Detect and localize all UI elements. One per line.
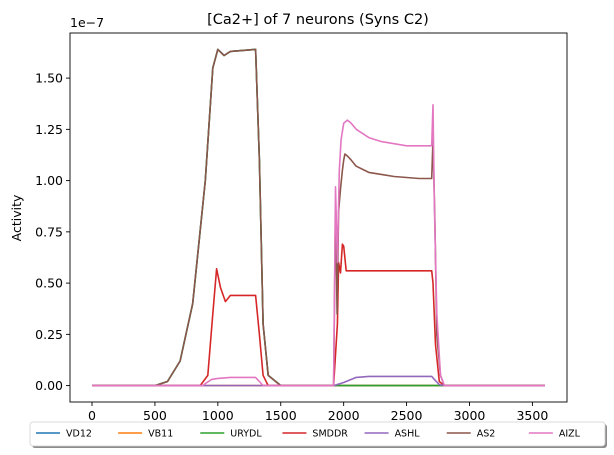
x-tick-label: 1000 bbox=[202, 408, 234, 423]
y-tick-label: 1.50 bbox=[35, 71, 63, 86]
x-tick-label: 3500 bbox=[516, 408, 548, 423]
x-tick-label: 0 bbox=[88, 408, 96, 423]
legend-label-urydl: URYDL bbox=[230, 429, 262, 440]
legend-box bbox=[29, 421, 606, 447]
legend-label-vd12: VD12 bbox=[66, 429, 92, 440]
y-tick-label: 1.25 bbox=[35, 122, 63, 137]
legend-label-ashl: ASHL bbox=[395, 429, 421, 440]
series-lines bbox=[92, 48, 545, 387]
y-tick-label: 0.50 bbox=[35, 276, 63, 291]
series-line-as2 bbox=[92, 48, 545, 387]
y-tick-label: 1.00 bbox=[35, 173, 63, 188]
legend-label-smddr: SMDDR bbox=[312, 429, 348, 440]
series-line-smddr bbox=[92, 243, 545, 387]
y-tick-label: 0.75 bbox=[35, 224, 63, 239]
y-tick-label: 0.00 bbox=[35, 378, 63, 393]
series-line-ashl bbox=[92, 375, 545, 387]
legend-label-aizl: AIZL bbox=[559, 429, 581, 440]
x-tick-label: 3000 bbox=[454, 408, 486, 423]
x-tick-label: 2500 bbox=[391, 408, 423, 423]
series-line-aizl bbox=[92, 104, 545, 387]
y-offset-text: 1e−7 bbox=[70, 15, 104, 30]
series-line-vd12 bbox=[92, 48, 545, 387]
y-axis-label: Activity bbox=[9, 194, 24, 241]
legend: VD12 VB11 URYDL SMDDR ASHL AS2 AIZL bbox=[29, 421, 607, 448]
y-tick-label: 0.25 bbox=[35, 327, 63, 342]
x-tick-label: 1500 bbox=[265, 408, 297, 423]
x-tick-label: 2000 bbox=[328, 408, 360, 423]
legend-label-vb11: VB11 bbox=[148, 429, 173, 440]
legend-label-as2: AS2 bbox=[477, 429, 496, 440]
x-tick-label: 500 bbox=[143, 408, 167, 423]
series-line-urydl bbox=[92, 48, 545, 387]
plot-frame bbox=[69, 32, 568, 403]
axes: 0 500 1000 1500 2000 2500 3000 3500 0.00 0.25 0.50… bbox=[35, 32, 568, 423]
chart-title: [Ca2+] of 7 neurons (Syns C2) bbox=[207, 12, 429, 28]
